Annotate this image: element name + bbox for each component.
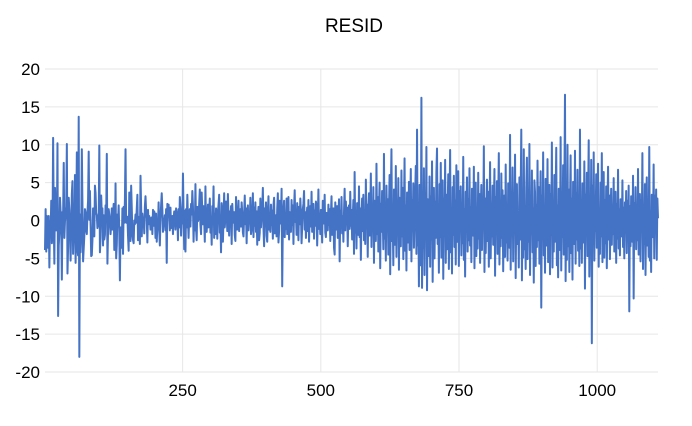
x-tick-label: 500 xyxy=(307,381,335,400)
chart-title: RESID xyxy=(325,16,383,37)
y-tick-label: 10 xyxy=(21,136,40,155)
series-line-resid xyxy=(44,93,659,358)
y-tick-label: 20 xyxy=(21,60,40,79)
y-tick-label: 15 xyxy=(21,98,40,117)
y-tick-label: -15 xyxy=(15,325,40,344)
y-tick-label: 5 xyxy=(31,174,40,193)
x-tick-label: 250 xyxy=(168,381,196,400)
x-tick-label: 750 xyxy=(445,381,473,400)
y-tick-label: -10 xyxy=(15,287,40,306)
tick-labels: 20 15 10 5 0 -5 -10 -15 -20 250 500 750 1000 xyxy=(15,60,616,400)
x-tick-label: 1000 xyxy=(578,381,616,400)
y-tick-label: -20 xyxy=(15,363,40,382)
y-tick-label: 0 xyxy=(31,212,40,231)
y-tick-label: -5 xyxy=(25,249,40,268)
